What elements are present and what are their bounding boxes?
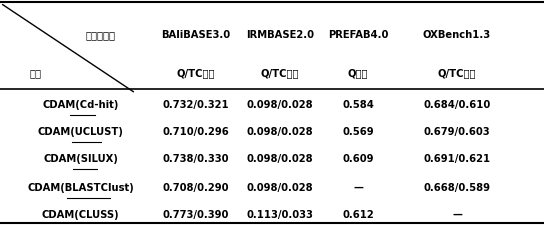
- Text: 0.710/0.296: 0.710/0.296: [163, 127, 229, 137]
- Text: CDAM(UCLUST): CDAM(UCLUST): [38, 127, 123, 137]
- Text: PREFAB4.0: PREFAB4.0: [328, 30, 388, 40]
- Text: —: —: [452, 209, 462, 219]
- Text: OXBench1.3: OXBench1.3: [423, 30, 491, 40]
- Text: 方法: 方法: [29, 68, 41, 78]
- Text: 0.098/0.028: 0.098/0.028: [247, 182, 313, 192]
- Text: BAliBASE3.0: BAliBASE3.0: [161, 30, 231, 40]
- Text: CDAM(BLASTClust): CDAM(BLASTClust): [27, 182, 134, 192]
- Text: Q/TC得分: Q/TC得分: [177, 68, 215, 78]
- Text: 0.738/0.330: 0.738/0.330: [163, 154, 229, 164]
- Text: 0.098/0.028: 0.098/0.028: [247, 100, 313, 110]
- Text: 0.684/0.610: 0.684/0.610: [423, 100, 491, 110]
- Text: 0.113/0.033: 0.113/0.033: [247, 209, 313, 219]
- Text: Q/TC得分: Q/TC得分: [438, 68, 476, 78]
- Text: —: —: [353, 182, 363, 192]
- Text: 0.773/0.390: 0.773/0.390: [163, 209, 229, 219]
- Text: 0.098/0.028: 0.098/0.028: [247, 127, 313, 137]
- Text: Q得分: Q得分: [348, 68, 368, 78]
- Text: CDAM(Cd-hit): CDAM(Cd-hit): [42, 100, 119, 110]
- Text: 0.708/0.290: 0.708/0.290: [163, 182, 229, 192]
- Text: CDAM(SILUX): CDAM(SILUX): [43, 154, 118, 164]
- Text: 0.679/0.603: 0.679/0.603: [424, 127, 490, 137]
- Text: 0.584: 0.584: [342, 100, 374, 110]
- Text: 0.569: 0.569: [342, 127, 374, 137]
- Text: IRMBASE2.0: IRMBASE2.0: [246, 30, 314, 40]
- Text: 0.609: 0.609: [342, 154, 374, 164]
- Text: 0.691/0.621: 0.691/0.621: [423, 154, 491, 164]
- Text: Q/TC得分: Q/TC得分: [261, 68, 299, 78]
- Text: CDAM(CLUSS): CDAM(CLUSS): [42, 209, 119, 219]
- Text: 基准测试库: 基准测试库: [85, 30, 116, 40]
- Text: 0.668/0.589: 0.668/0.589: [423, 182, 491, 192]
- Text: 0.612: 0.612: [342, 209, 374, 219]
- Text: 0.098/0.028: 0.098/0.028: [247, 154, 313, 164]
- Text: 0.732/0.321: 0.732/0.321: [163, 100, 229, 110]
